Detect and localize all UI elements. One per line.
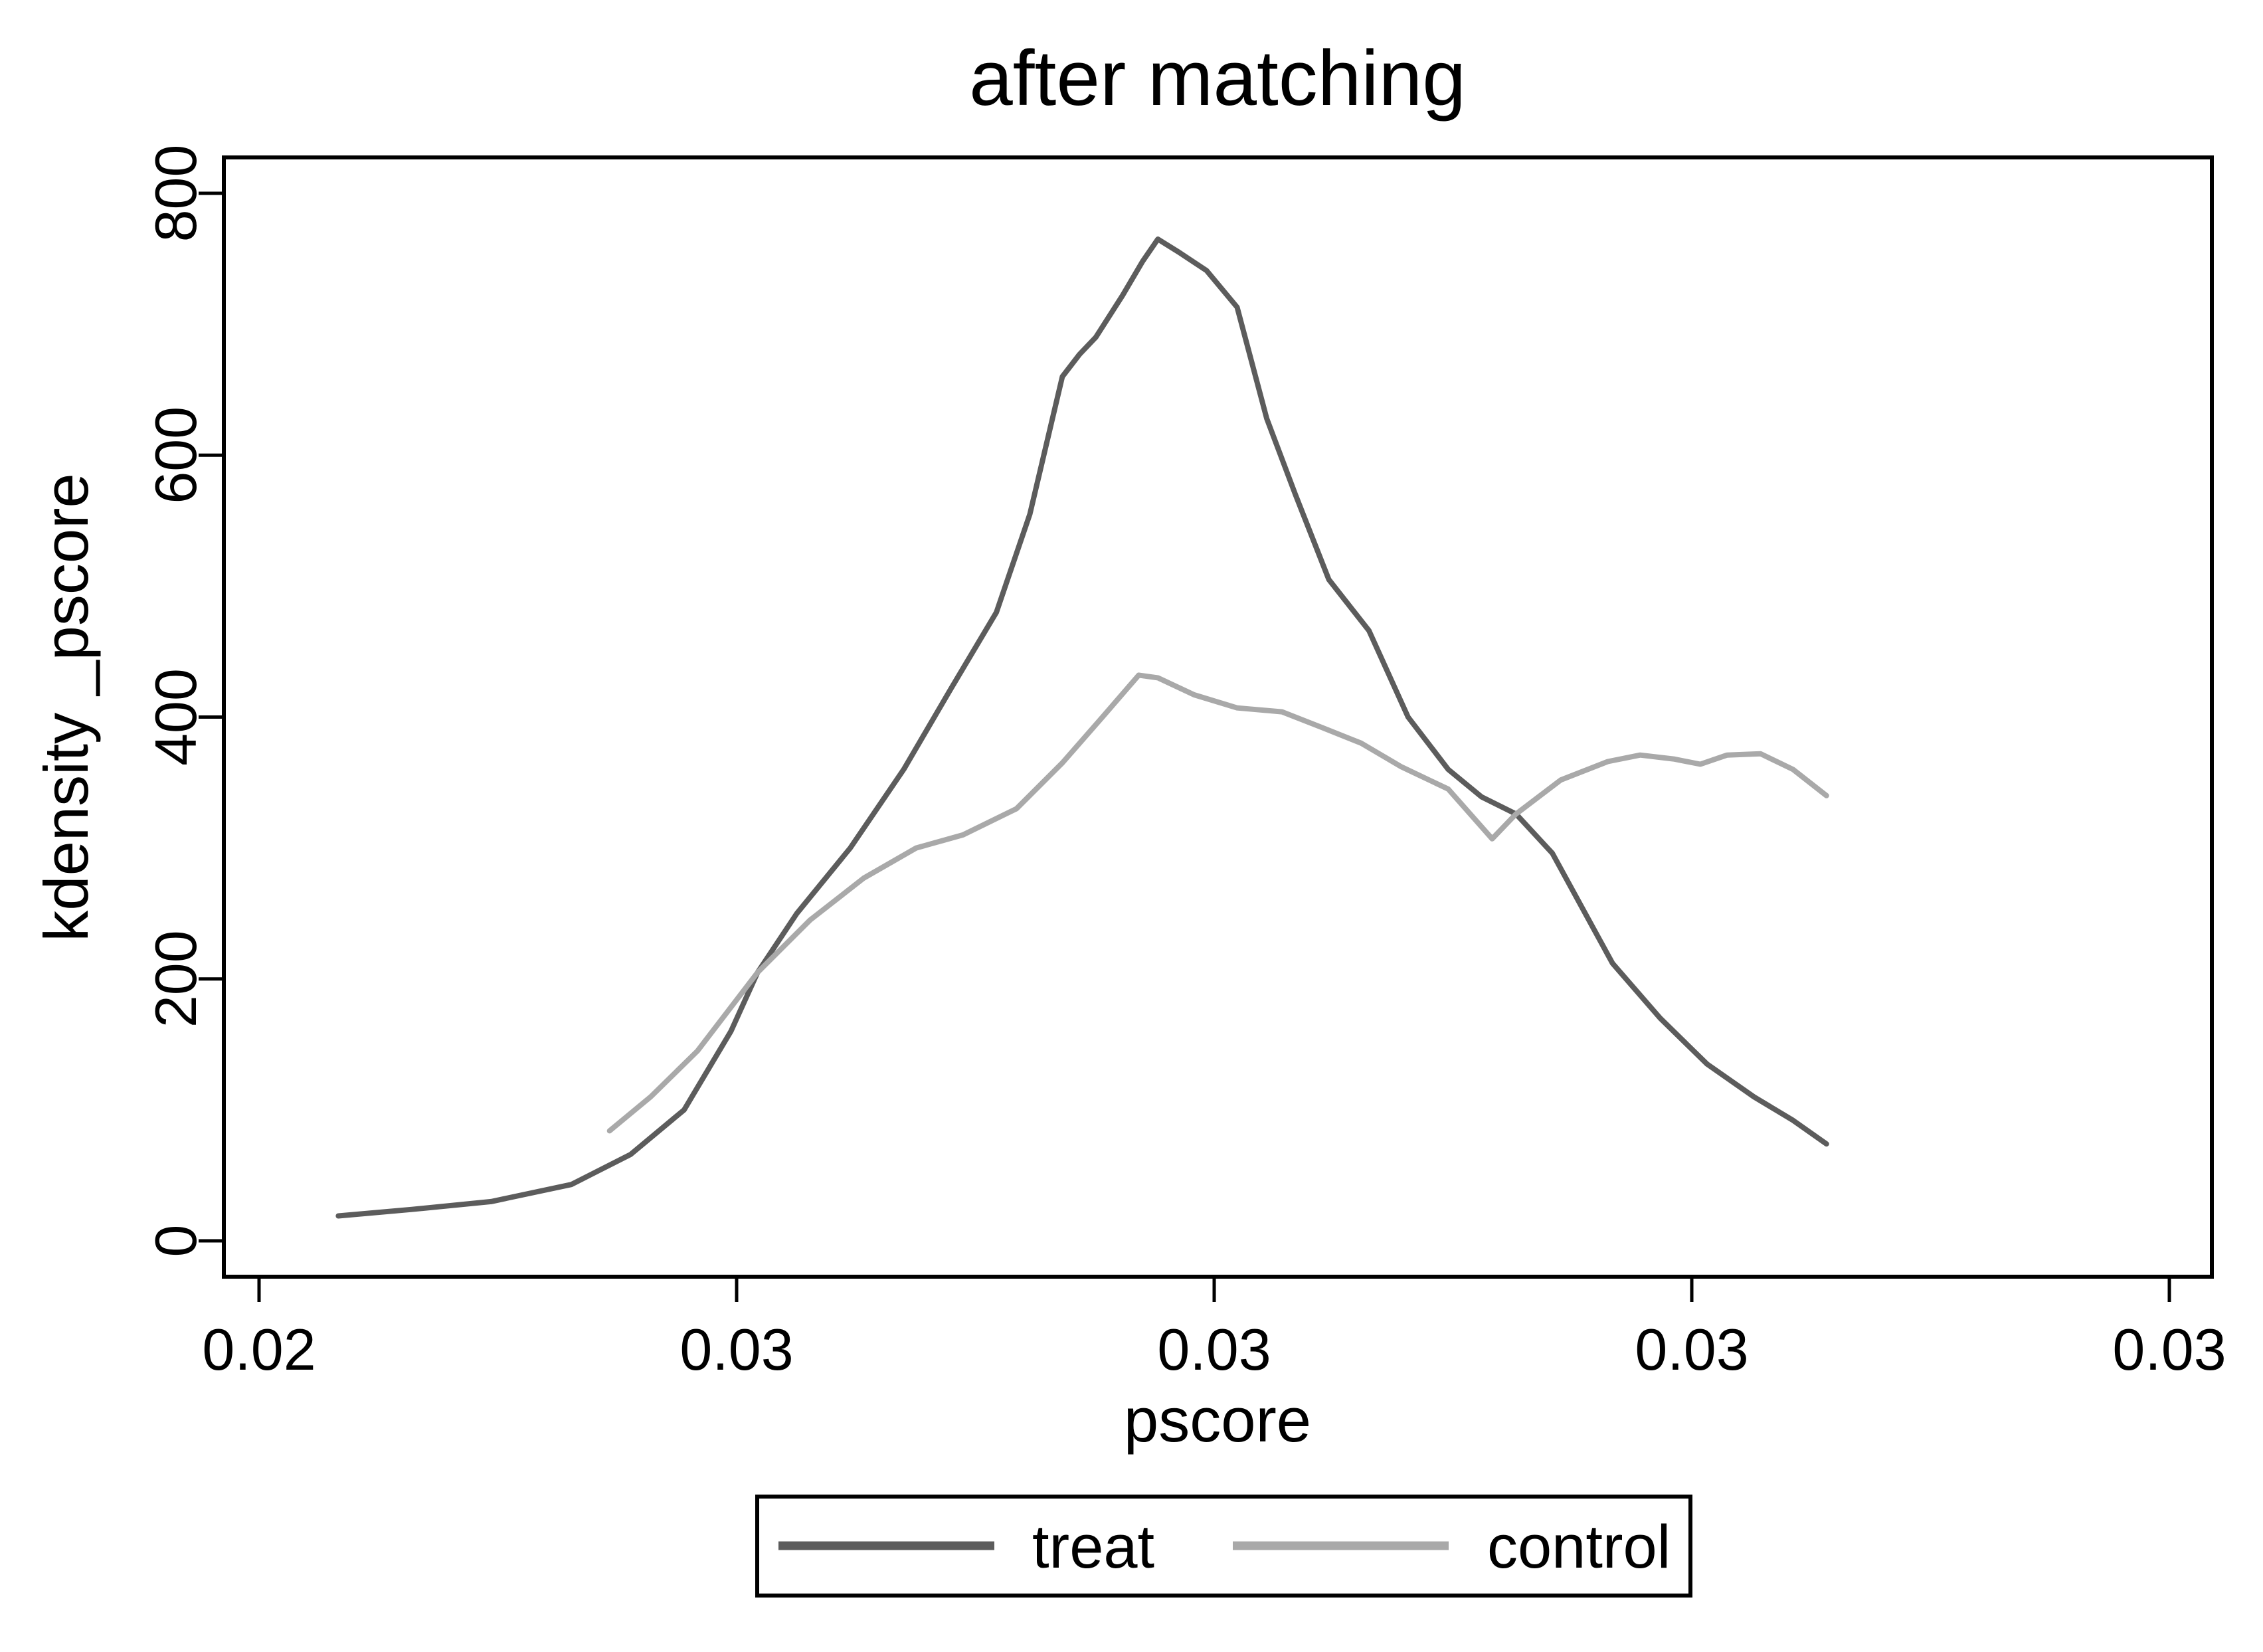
- y-axis-title: kdensity _pscore: [31, 473, 101, 941]
- y-tick-label: 400: [143, 668, 209, 766]
- x-tick-label: 0.02: [202, 1317, 316, 1382]
- x-axis: 0.02 0.03 0.03 0.03 0.03: [202, 1277, 2226, 1382]
- x-tick-label: 0.03: [1635, 1317, 1748, 1382]
- control-density-line: [606, 672, 1829, 1134]
- y-tick-label: 600: [143, 407, 209, 504]
- legend-box: [755, 1495, 1692, 1598]
- chart-title: after matching: [969, 35, 1466, 122]
- x-tick-label: 0.03: [679, 1317, 793, 1382]
- control-legend-label: control: [1487, 1513, 1671, 1581]
- x-tick-label: 0.03: [1157, 1317, 1271, 1382]
- y-tick-label: 800: [143, 145, 209, 242]
- y-tick-label: 0: [143, 1225, 209, 1257]
- x-tick-label: 0.03: [2112, 1317, 2226, 1382]
- legend: treat control: [755, 1495, 1692, 1598]
- treat-density-line: [335, 236, 1829, 1219]
- plot-frame: [222, 155, 2214, 1279]
- x-axis-title: pscore: [1124, 1385, 1311, 1455]
- y-tick-label: 200: [143, 930, 209, 1028]
- treat-legend-label: treat: [1032, 1513, 1154, 1581]
- y-axis: 0 200 400 600 800: [143, 145, 224, 1257]
